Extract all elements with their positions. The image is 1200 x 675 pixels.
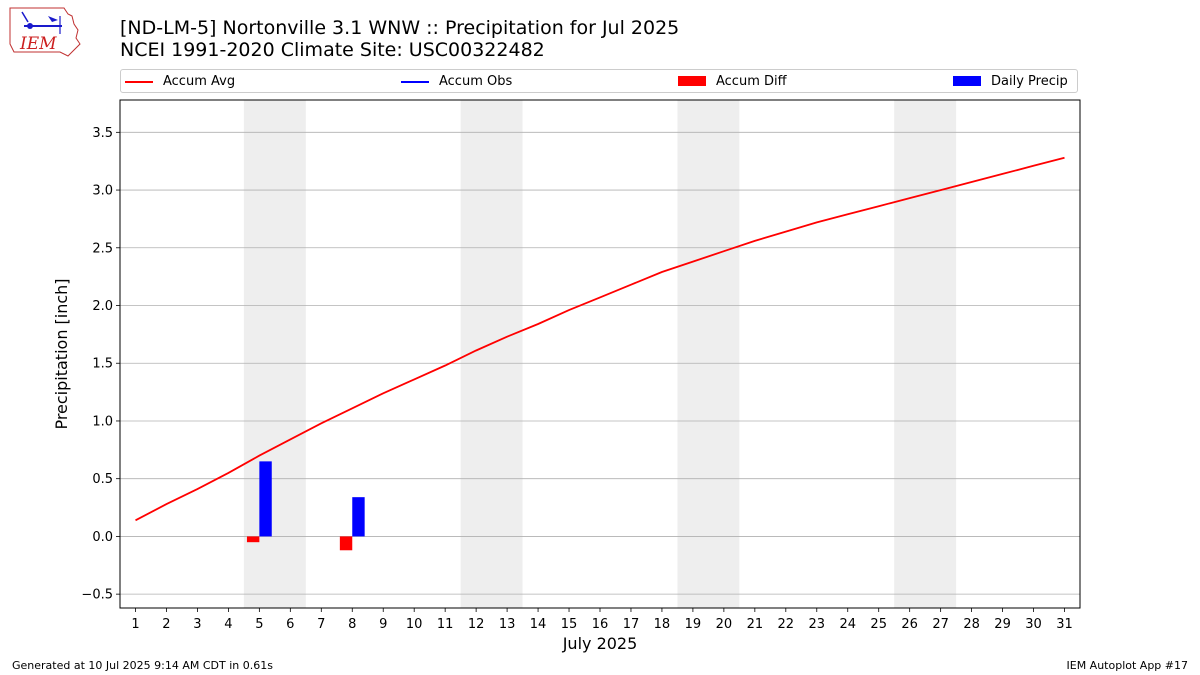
weekend-band [894,100,957,608]
y-tick-label: 2.0 [92,299,113,314]
plot-frame [119,99,1081,609]
legend-patch-icon [953,76,981,86]
x-axis-label: July 2025 [562,634,638,653]
x-tick-label: 6 [286,617,294,632]
x-tick-label: 23 [809,617,826,632]
x-tick-label: 8 [348,617,356,632]
legend-label: Daily Precip [991,74,1068,89]
legend-label: Accum Obs [439,74,513,89]
daily-precip-bar [259,461,272,537]
x-tick-label: 2 [162,617,170,632]
logo-text: IEM [19,34,57,54]
y-axis-label: Precipitation [inch] [52,278,71,429]
x-tick-label: 31 [1056,617,1073,632]
x-tick-label: 15 [561,617,578,632]
x-tick-label: 30 [1025,617,1042,632]
x-tick-label: 25 [870,617,887,632]
accum-avg-line [135,156,1065,522]
x-tick-label: 3 [193,617,201,632]
legend-patch-icon [678,76,706,86]
x-tick-label: 11 [437,617,454,632]
y-tick-label: 0.5 [92,472,113,487]
chart-legend: Accum Avg Accum Obs Accum Diff Daily Pre… [120,69,1078,93]
y-tick-label: 1.0 [92,414,113,429]
x-tick-label: 24 [839,617,856,632]
x-tick-label: 17 [623,617,640,632]
x-tick-label: 28 [963,617,980,632]
y-tick-label: −0.5 [81,588,113,603]
app-credit: IEM Autoplot App #17 [1066,659,1189,672]
x-tick-label: 16 [592,617,609,632]
chart-title: [ND-LM-5] Nortonville 3.1 WNW :: Precipi… [120,17,680,39]
legend-line-icon [401,81,429,83]
x-tick-label: 13 [499,617,516,632]
x-tick-label: 1 [131,617,139,632]
x-tick-label: 12 [468,617,485,632]
x-tick-label: 5 [255,617,263,632]
x-tick-label: 10 [406,617,423,632]
x-tick-label: 4 [224,617,232,632]
weekend-band [243,100,306,608]
x-tick-label: 26 [901,617,918,632]
chart-subtitle: NCEI 1991-2020 Climate Site: USC00322482 [120,39,545,61]
weekend-band [677,100,740,608]
x-tick-label: 20 [716,617,733,632]
weekend-band [460,100,523,608]
y-tick-label: 3.5 [92,126,113,141]
x-tick-label: 27 [932,617,949,632]
legend-line-icon [125,81,153,83]
x-tick-label: 18 [654,617,671,632]
y-tick-label: 2.5 [92,241,113,256]
y-tick-label: 0.0 [92,530,113,545]
legend-label: Accum Diff [716,74,787,89]
accum-diff-bar [246,536,260,543]
x-tick-label: 19 [685,617,702,632]
accum-diff-bar [339,536,353,551]
iem-logo: IEM [9,7,81,57]
daily-precip-bar [352,497,365,537]
x-tick-label: 21 [747,617,764,632]
x-tick-label: 14 [530,617,547,632]
x-tick-label: 22 [778,617,795,632]
legend-label: Accum Avg [163,74,236,89]
y-tick-label: 1.5 [92,357,113,372]
generated-timestamp: Generated at 10 Jul 2025 9:14 AM CDT in … [12,659,273,672]
y-tick-label: 3.0 [92,184,113,199]
x-tick-label: 29 [994,617,1011,632]
x-tick-label: 7 [317,617,325,632]
x-tick-label: 9 [379,617,387,632]
